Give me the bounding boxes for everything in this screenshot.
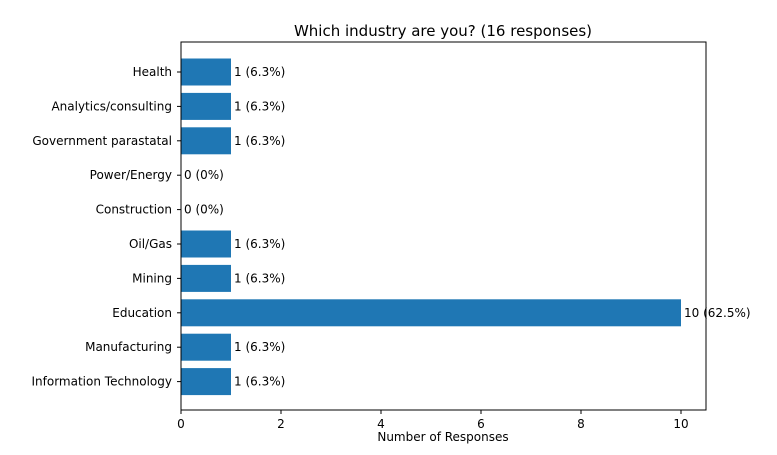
bar-data-label-6: 1 (6.3%)	[234, 271, 285, 285]
bar-7	[181, 299, 681, 327]
bar-1	[181, 92, 231, 120]
category-labels-group: Health Analytics/consulting Government par…	[32, 65, 181, 389]
bar-data-label-7: 10 (62.5%)	[684, 306, 751, 320]
bars-group	[181, 58, 681, 396]
bar-data-label-4: 0 (0%)	[184, 203, 224, 217]
category-label-6: Mining	[132, 271, 172, 285]
x-ticks-group: 0 2 4 6 8 10	[177, 410, 689, 431]
chart-title: Which industry are you? (16 responses)	[294, 22, 592, 40]
x-tick-label-3: 6	[477, 417, 485, 431]
category-label-0: Health	[133, 65, 172, 79]
x-tick-label-4: 8	[577, 417, 585, 431]
category-label-9: Information Technology	[32, 375, 173, 389]
bar-data-label-5: 1 (6.3%)	[234, 237, 285, 251]
x-tick-label-2: 4	[377, 417, 385, 431]
bar-labels-group: 1 (6.3%) 1 (6.3%) 1 (6.3%) 0 (0%) 0 (0%) 1 (6…	[184, 65, 751, 389]
x-tick-label-1: 2	[277, 417, 285, 431]
plot-frame	[180, 41, 707, 411]
category-label-1: Analytics/consulting	[51, 99, 172, 113]
x-tick-label-0: 0	[177, 417, 185, 431]
category-label-4: Construction	[96, 203, 172, 217]
category-label-2: Government parastatal	[32, 134, 172, 148]
category-label-5: Oil/Gas	[129, 237, 172, 251]
bar-data-label-3: 0 (0%)	[184, 168, 224, 182]
bar-data-label-9: 1 (6.3%)	[234, 375, 285, 389]
bar-0	[181, 58, 231, 86]
bar-9	[181, 368, 231, 396]
bar-6	[181, 264, 231, 292]
x-tick-label-5: 10	[673, 417, 688, 431]
bar-data-label-2: 1 (6.3%)	[234, 134, 285, 148]
bar-5	[181, 230, 231, 258]
bar-data-label-8: 1 (6.3%)	[234, 340, 285, 354]
x-axis-label: Number of Responses	[377, 430, 508, 444]
bar-data-label-0: 1 (6.3%)	[234, 65, 285, 79]
category-label-7: Education	[112, 306, 172, 320]
bar-8	[181, 333, 231, 361]
category-label-3: Power/Energy	[90, 168, 172, 182]
bar-2	[181, 127, 231, 155]
bar-data-label-1: 1 (6.3%)	[234, 99, 285, 113]
category-label-8: Manufacturing	[85, 340, 172, 354]
